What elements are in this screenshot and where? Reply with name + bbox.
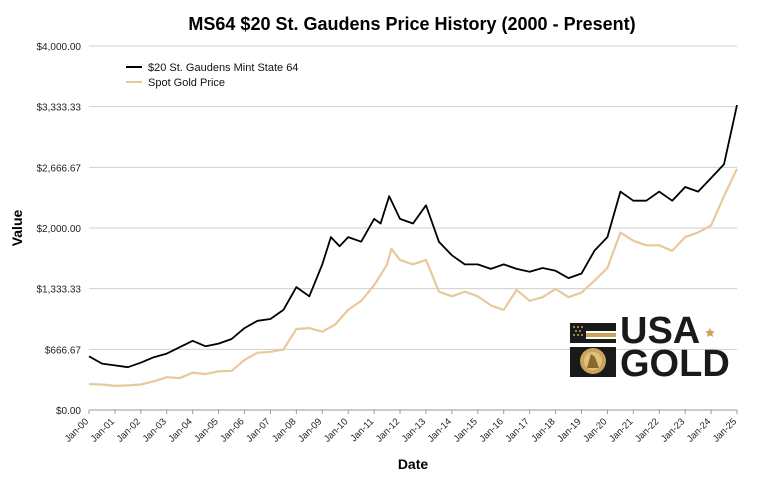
- gridlines: [89, 45, 737, 350]
- y-tick-label: $666.67: [45, 345, 82, 356]
- y-tick-label: $1,333.33: [37, 285, 82, 296]
- legend-label-series-1: $20 St. Gaudens Mint State 64: [148, 62, 298, 74]
- chart-title: MS64 $20 St. Gaudens Price History (2000…: [188, 14, 635, 34]
- logo-star-icon: [705, 328, 715, 337]
- legend-label-series-2: Spot Gold Price: [148, 77, 225, 89]
- y-tick-label: $0.00: [56, 406, 81, 417]
- y-axis-ticks: $0.00 $666.67 $1,333.33 $2,000.00 $2,666.67 $…: [37, 42, 82, 417]
- y-tick-label: $2,666.67: [37, 163, 82, 174]
- flag-emblem-icon: [570, 323, 616, 343]
- gold-coin-icon: [570, 347, 616, 377]
- y-axis-title: Value: [9, 210, 25, 247]
- y-tick-label: $2,000.00: [37, 224, 82, 235]
- series-line-1: [88, 104, 738, 369]
- usa-gold-logo: USA GOLD: [570, 310, 730, 385]
- logo-text-gold: GOLD: [620, 343, 730, 385]
- series-lines: [88, 104, 738, 387]
- logo-text-usa: USA: [620, 310, 700, 352]
- y-tick-label: $4,000.00: [37, 42, 82, 53]
- y-tick-label: $3,333.33: [37, 103, 82, 114]
- series-line-2: [88, 168, 738, 387]
- x-axis-title: Date: [398, 456, 429, 472]
- legend: $20 St. Gaudens Mint State 64 Spot Gold …: [126, 62, 298, 89]
